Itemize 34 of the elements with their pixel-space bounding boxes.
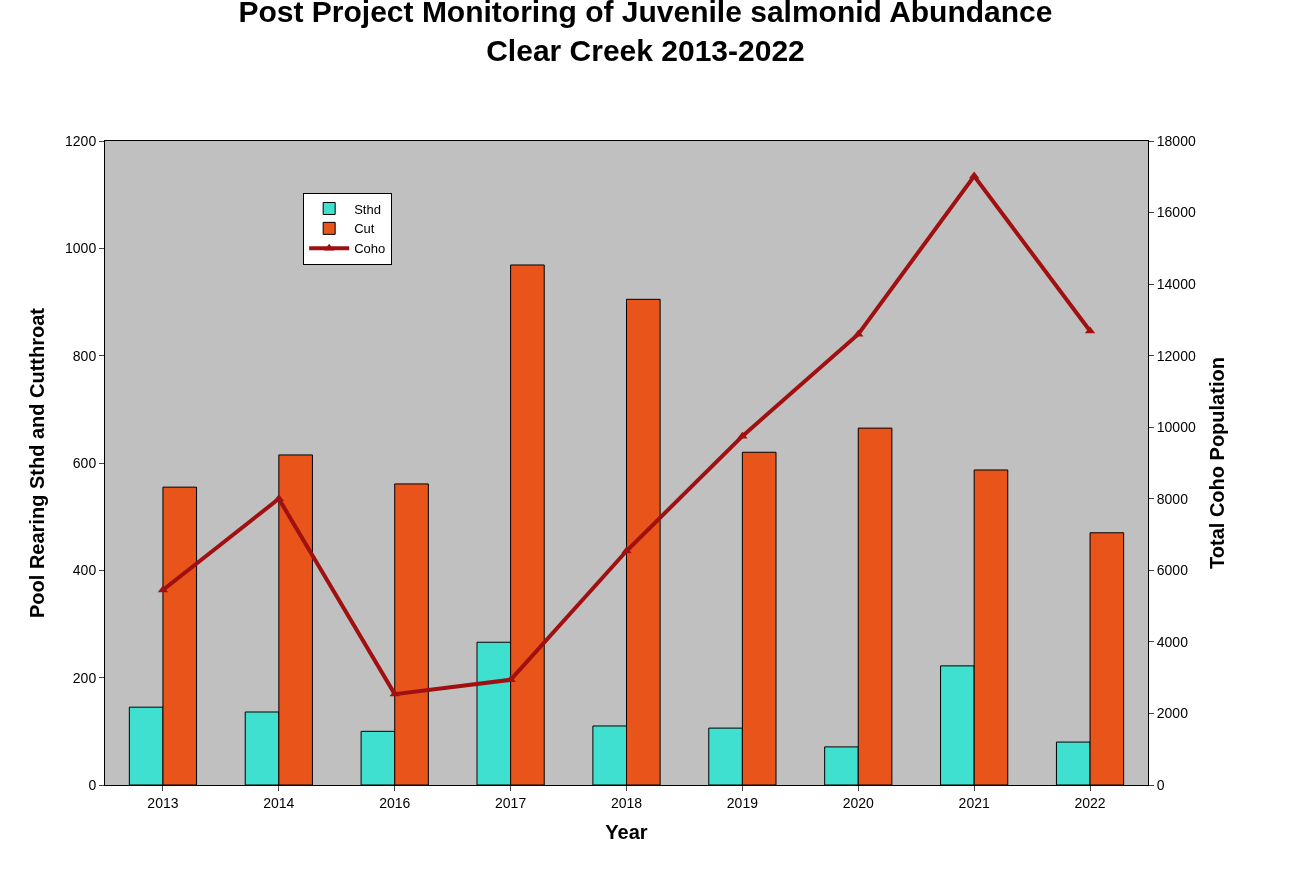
y2-tick-label: 16000 — [1156, 204, 1196, 221]
x-tick-label: 2020 — [842, 794, 875, 811]
y2-tick-label: 10000 — [1156, 419, 1196, 436]
x-tick-label: 2021 — [958, 794, 990, 811]
y2-tick-label: 12000 — [1156, 347, 1196, 364]
x-tick-label: 2013 — [147, 794, 179, 811]
legend-label: Coho — [354, 241, 386, 257]
x-tick-label: 2022 — [1074, 794, 1106, 811]
x-tick-label: 2016 — [379, 794, 411, 811]
y-tick-label: 1000 — [65, 240, 97, 257]
y2-tick-label: 6000 — [1156, 562, 1189, 579]
y2-tick-label: 18000 — [1156, 132, 1196, 149]
chart-title: Post Project Monitoring of Juvenile salmonid Abundance Clear Creek 2013-2022 — [238, 0, 1053, 67]
legend-label: Cut — [354, 221, 375, 237]
y-tick-label: 0 — [88, 776, 97, 793]
y-tick-label: 800 — [72, 347, 97, 364]
x-tick-label: 2018 — [610, 794, 643, 811]
y-tick-label: 600 — [72, 454, 97, 471]
y-axis-title: Pool Rearing Sthd and Cutthroat — [25, 307, 48, 618]
x-tick-label: 2017 — [495, 794, 527, 811]
y2-tick-label: 0 — [1156, 776, 1165, 793]
y2-tick-label: 8000 — [1156, 490, 1189, 507]
x-tick-label: 2014 — [263, 794, 295, 811]
y2-axis-title: Total Coho Population — [1206, 357, 1229, 569]
x-axis-title: Year — [605, 821, 648, 844]
x-tick-label: 2019 — [726, 794, 759, 811]
y2-tick-label: 4000 — [1156, 633, 1189, 650]
y-tick-label: 400 — [72, 562, 97, 579]
y-tick-label: 1200 — [65, 132, 97, 149]
y-tick-label: 200 — [72, 669, 97, 686]
y2-tick-label: 14000 — [1156, 276, 1196, 293]
y2-tick-label: 2000 — [1156, 705, 1189, 722]
point — [621, 546, 632, 554]
legend-label: Sthd — [354, 201, 381, 217]
